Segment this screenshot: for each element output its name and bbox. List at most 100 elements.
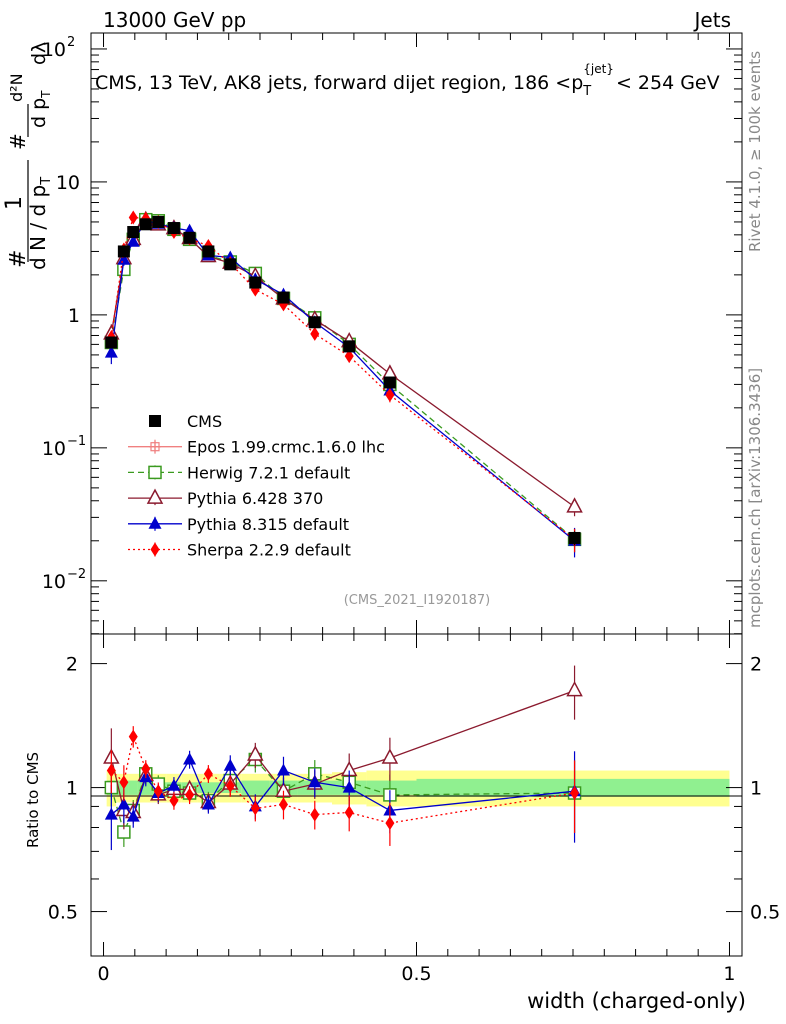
x-tick-label: 0 [97,963,109,985]
p6-ratio-point [566,680,583,697]
sherpa-line [110,216,575,540]
ylabel-hash-outer: # [6,250,31,268]
sherpa-ratio-point [185,787,195,802]
legend-label-p8: Pythia 8.315 default [187,515,349,534]
legend-label-herwig: Herwig 7.2.1 default [187,463,350,482]
y-tick-exponent: −2 [67,567,86,582]
p8-point [126,234,140,247]
y-tick-exponent: −1 [67,434,86,449]
p6-point [566,497,583,513]
sherpa-ratio-point [106,763,116,778]
sherpa-ratio-point [385,816,395,831]
ratio-y-tick-label-right: 0.5 [750,902,780,924]
ratio-y-tick-label-right: 2 [750,654,762,676]
title-sup: {jet} [583,62,614,76]
x-tick-label: 0.5 [401,963,431,985]
legend-marker-cms [149,415,161,427]
ylabel-dpT: d pT [28,90,53,128]
ylabel-d2N: d²N [7,73,26,102]
cms-point [202,245,215,258]
y-tick-label: 10 [42,39,66,61]
legend-label-epos: Epos 1.99.crmc.1.6.0 lhc [187,438,385,457]
sherpa-ratio-line [110,734,575,824]
p6-ratio-point [381,748,399,764]
p8-ratio-point [167,778,181,791]
cms-point [343,340,356,353]
cms-point [117,245,130,258]
stat-band [128,780,138,795]
legend-marker-herwig [148,465,162,480]
p8-ratio-point [201,797,215,810]
sherpa-ratio-point [169,793,179,808]
sherpa-ratio-point [203,766,213,781]
y-tick-exponent: 2 [67,35,75,50]
x-axis-label: width (charged-only) [527,989,746,1013]
title-tail: < 254 GeV [616,72,720,94]
cms-point [308,316,321,329]
stat-band [241,780,270,795]
stat-band [197,782,220,794]
legend-label-sherpa: Sherpa 2.2.9 default [187,541,351,560]
main-series [103,210,583,558]
sherpa-ratio-point [128,729,138,744]
category-label: Jets [693,8,731,32]
p8-ratio-point [104,807,118,820]
y-axis-label: # 1 d N / d pT # d²N d pT dλ [2,42,54,270]
cms-point [224,258,237,271]
ratio-uncertainty-bands [106,770,730,807]
cms-point [152,215,165,228]
sherpa-ratio-point [344,805,354,820]
sherpa-point [344,349,354,364]
p8-line [110,220,575,542]
sherpa-ratio-point [153,784,163,799]
sherpa-ratio-point [141,761,151,776]
ylabel-denominator: d N / d pT [26,177,54,270]
p8-ratio-point [126,809,140,822]
legend-marker-epos [149,440,161,453]
sherpa-ratio-point [119,775,129,790]
legend: CMS Epos 1.99.crmc.1.6.0 lhc Herwig 7.2.1 … [128,412,385,560]
p8-ratio-point [117,797,131,810]
sherpa-ratio-point [250,801,260,816]
title-sub: T [582,84,591,99]
sherpa-ratio-point [225,778,235,793]
legend-marker-sherpa [150,542,160,557]
p8-point [104,345,118,358]
cms-point [139,218,152,231]
rivet-label: Rivet 4.1.0, ≥ 100k events [746,51,764,252]
plot-title: CMS, 13 TeV, AK8 jets, forward dijet reg… [95,62,720,99]
ratio-y-tick-label: 2 [66,654,78,676]
legend-marker-p8 [148,516,162,529]
herwig-line [110,218,575,540]
cms-point [249,276,262,289]
cms-point [127,226,140,239]
cms-point [167,222,180,235]
y-tick-label: 10 [56,172,80,194]
analysis-watermark: (CMS_2021_I1920187) [344,593,491,608]
sherpa-point [128,210,138,225]
y-tick-label: 1 [68,305,80,327]
energy-label: 13000 GeV pp [103,8,246,32]
legend-label-cms: CMS [187,412,222,431]
ylabel-hash-inner: # [6,133,30,150]
ratio-y-label: Ratio to CMS [24,752,42,848]
sherpa-point [385,387,395,402]
ylabel-one: 1 [2,196,27,210]
p8-point [117,252,131,265]
cms-point [277,291,290,304]
cms-point [568,531,581,544]
p6-ratio-point [247,745,264,761]
p8-ratio-point [342,780,356,793]
cms-point [383,376,396,389]
sherpa-point [310,326,320,341]
mcplots-label: mcplots.cern.ch [arXiv:1306.3436] [746,368,764,628]
legend-label-p6: Pythia 6.428 370 [187,489,323,508]
sherpa-ratio-point [570,786,580,801]
legend-marker-p6 [146,488,164,504]
sherpa-ratio-point [310,807,320,822]
cms-point [183,231,196,244]
ylabel-dlambda: dλ [28,42,50,65]
x-tick-label: 1 [723,963,735,985]
